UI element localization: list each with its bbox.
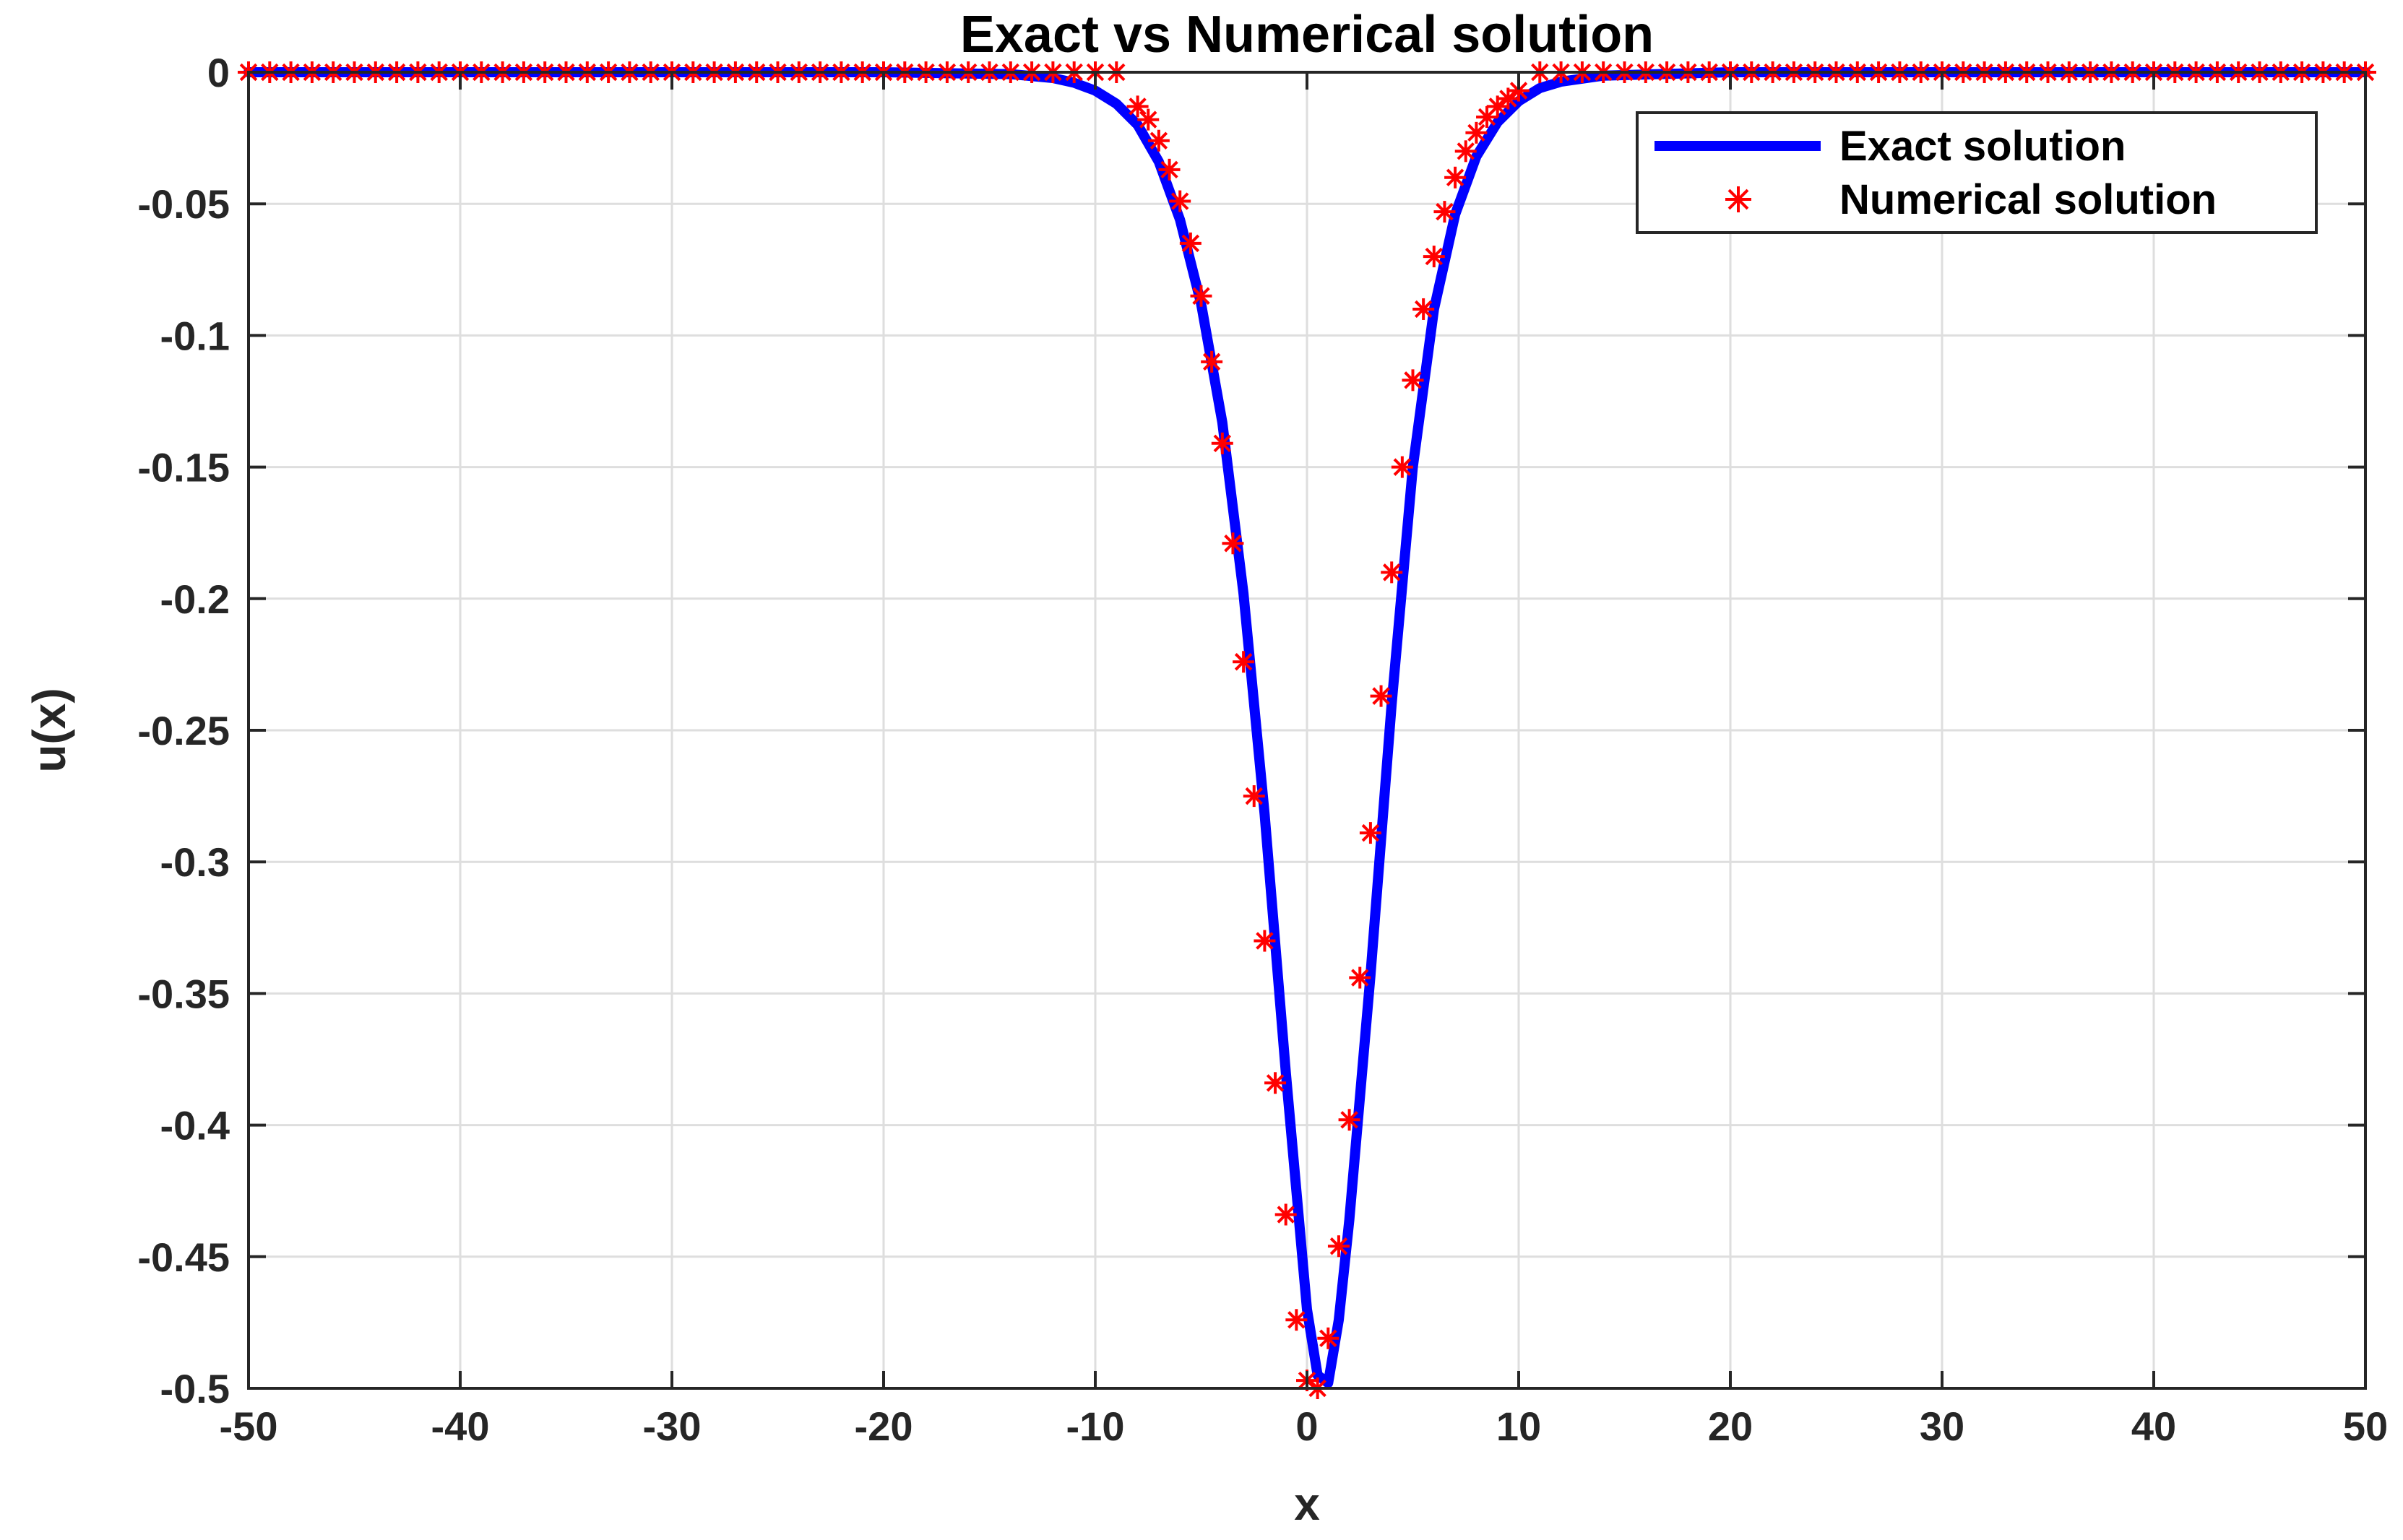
x-axis-label: x <box>1294 1478 1320 1530</box>
x-tick-label: -10 <box>1066 1403 1125 1449</box>
numerical-solution-point <box>1412 298 1435 320</box>
numerical-solution-point <box>1433 201 1456 223</box>
ticks: -50 -40 -30 -20 -10 0 10 20 30 40 50 0 -0.05 -0.1 -0.1… <box>137 50 2388 1449</box>
numerical-solution-point <box>1264 1072 1287 1094</box>
numerical-solution-point <box>1327 1235 1350 1258</box>
numerical-solution-point <box>1317 1327 1339 1349</box>
numerical-solution-point <box>1381 561 1403 584</box>
y-tick-label: -0.3 <box>160 839 230 885</box>
numerical-solution-point <box>1444 166 1467 189</box>
legend-asterisk <box>1725 186 1751 212</box>
numerical-solution-point <box>1254 930 1276 952</box>
x-tick-label: 10 <box>1496 1403 1541 1449</box>
legend: Exact solution Numerical solution <box>1636 111 2318 234</box>
y-tick-label: -0.15 <box>137 445 230 490</box>
numerical-solution-point <box>1169 190 1191 212</box>
numerical-solution-point <box>1391 456 1413 478</box>
numerical-solution-point <box>1211 432 1233 454</box>
numerical-solution-point <box>1423 246 1445 268</box>
y-tick-label: -0.35 <box>137 971 230 1016</box>
chart-title: Exact vs Numerical solution <box>960 6 1654 64</box>
numerical-solution-point <box>1285 1309 1308 1331</box>
legend-label-exact: Exact solution <box>1839 123 2126 170</box>
y-tick-label: -0.25 <box>137 708 230 753</box>
x-tick-label: -30 <box>643 1403 702 1449</box>
numerical-solution-point <box>1338 1109 1360 1131</box>
legend-label-numerical: Numerical solution <box>1839 176 2217 223</box>
numerical-solution-point <box>1274 1203 1297 1226</box>
x-tick-label: 30 <box>1920 1403 1964 1449</box>
x-tick-label: 0 <box>1295 1403 1318 1449</box>
y-tick-label: 0 <box>207 50 230 95</box>
numerical-solution-point <box>1497 87 1519 110</box>
numerical-solution-point <box>1233 651 1255 673</box>
numerical-solution-point <box>1454 140 1477 163</box>
numerical-solution-point <box>1126 95 1149 118</box>
numerical-solution-point <box>1349 966 1371 989</box>
x-tick-label: 40 <box>2131 1403 2176 1449</box>
y-tick-label: -0.4 <box>160 1103 230 1148</box>
y-axis-label: u(x) <box>23 688 75 772</box>
x-tick-label: -20 <box>855 1403 913 1449</box>
numerical-solution-point <box>1179 232 1202 254</box>
numerical-solution-point <box>1359 822 1381 844</box>
numerical-solution-point <box>1201 350 1223 373</box>
numerical-solution-point <box>1158 158 1181 181</box>
grid <box>247 71 2367 1390</box>
exact-solution-line <box>243 67 2370 1388</box>
y-tick-label: -0.45 <box>137 1234 230 1280</box>
numerical-solution-point <box>1147 129 1170 152</box>
y-tick-label: -0.1 <box>160 313 230 358</box>
numerical-solution-point <box>1243 785 1265 808</box>
numerical-solution-point <box>1137 108 1160 131</box>
x-tick-label: 50 <box>2343 1403 2388 1449</box>
numerical-solution-point <box>1402 369 1424 392</box>
y-tick-label: -0.2 <box>160 576 230 622</box>
legend-box <box>1636 111 2318 234</box>
x-tick-label: -40 <box>431 1403 490 1449</box>
x-tick-label: -50 <box>220 1403 278 1449</box>
numerical-solution-point <box>1222 532 1244 555</box>
legend-asterisk-swatch <box>1725 186 1751 212</box>
y-tick-label: -0.05 <box>137 181 230 227</box>
x-tick-label: 20 <box>1708 1403 1753 1449</box>
numerical-solution-point <box>1190 285 1212 307</box>
numerical-solution-point <box>1370 685 1392 707</box>
numerical-solution-point <box>1465 121 1488 144</box>
y-tick-label: -0.5 <box>160 1366 230 1411</box>
